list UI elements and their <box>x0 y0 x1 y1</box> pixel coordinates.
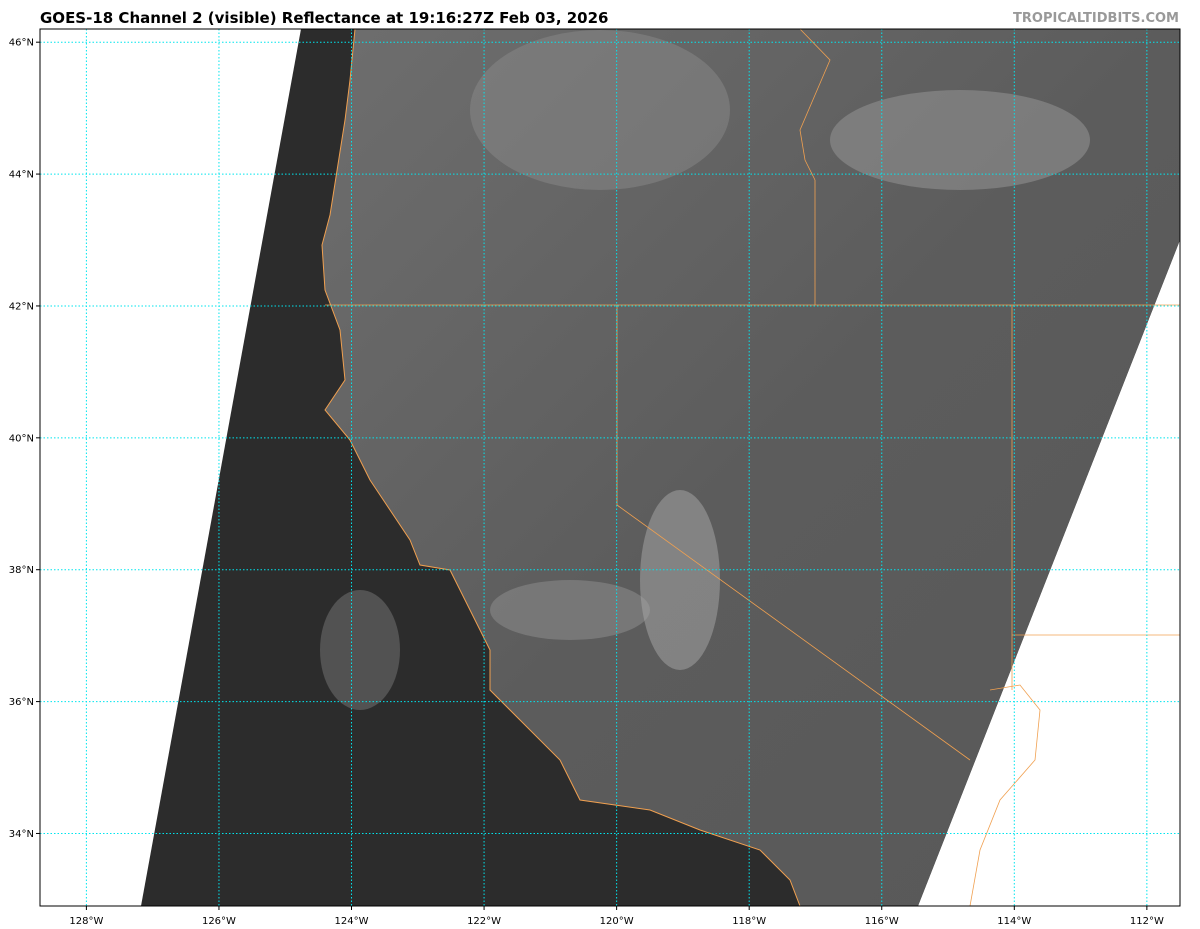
lon-tick-label: 122°W <box>467 916 501 927</box>
lat-tick-label: 34°N <box>9 829 34 840</box>
lat-tick-label: 40°N <box>9 433 34 444</box>
coastline <box>321 29 801 906</box>
lat-tick-label: 46°N <box>9 38 34 49</box>
lon-tick-label: 114°W <box>997 916 1031 927</box>
state-border <box>799 29 831 181</box>
lat-tick-label: 36°N <box>9 697 34 708</box>
river-border <box>969 684 1041 906</box>
map-title: GOES-18 Channel 2 (visible) Reflectance … <box>40 9 609 27</box>
lat-tick-label: 38°N <box>9 565 34 576</box>
lat-tick-label: 42°N <box>9 301 34 312</box>
fog-area <box>490 580 650 640</box>
lon-tick-label: 126°W <box>202 916 236 927</box>
land-area <box>322 29 1180 906</box>
cloud-area <box>830 90 1090 190</box>
lon-tick-label: 118°W <box>732 916 766 927</box>
lon-tick-label: 120°W <box>600 916 634 927</box>
lon-tick-label: 112°W <box>1130 916 1164 927</box>
lon-tick-label: 128°W <box>69 916 103 927</box>
lon-tick-label: 116°W <box>865 916 899 927</box>
lat-tick-label: 44°N <box>9 170 34 181</box>
cloud-area <box>320 590 400 710</box>
snow-area <box>640 490 720 670</box>
cloud-area <box>470 30 730 190</box>
plot-frame <box>39 28 1181 907</box>
lon-tick-label: 124°W <box>335 916 369 927</box>
watermark: TROPICALTIDBITS.COM <box>1013 11 1179 26</box>
